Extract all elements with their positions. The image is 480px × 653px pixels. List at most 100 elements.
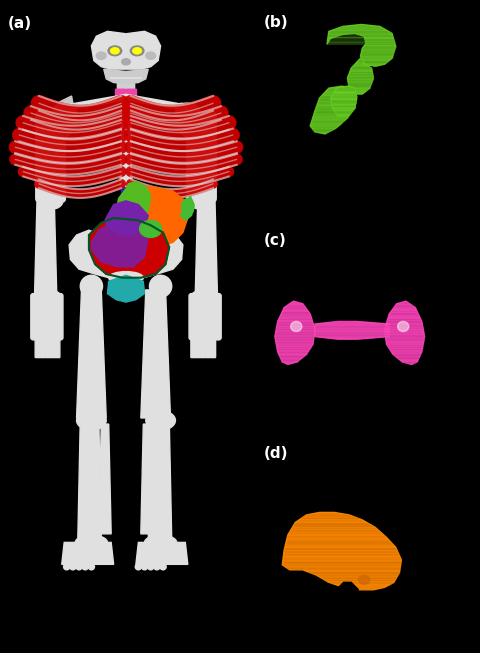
Polygon shape	[141, 290, 170, 418]
Ellipse shape	[146, 411, 176, 430]
Text: (c): (c)	[264, 233, 286, 248]
Ellipse shape	[108, 46, 121, 56]
FancyBboxPatch shape	[191, 334, 196, 358]
FancyBboxPatch shape	[187, 112, 216, 202]
Ellipse shape	[120, 121, 132, 129]
FancyBboxPatch shape	[36, 112, 65, 202]
Ellipse shape	[36, 290, 60, 302]
Polygon shape	[120, 103, 132, 186]
Ellipse shape	[120, 239, 132, 246]
Polygon shape	[327, 24, 396, 66]
Ellipse shape	[82, 564, 88, 570]
Polygon shape	[99, 424, 111, 534]
Ellipse shape	[189, 193, 214, 210]
Polygon shape	[144, 230, 183, 278]
Ellipse shape	[120, 195, 132, 202]
Ellipse shape	[88, 564, 95, 570]
Ellipse shape	[120, 180, 132, 187]
Ellipse shape	[359, 575, 370, 584]
Polygon shape	[78, 421, 101, 540]
Ellipse shape	[96, 52, 106, 59]
Ellipse shape	[120, 107, 132, 114]
Ellipse shape	[110, 48, 119, 54]
Ellipse shape	[146, 52, 156, 59]
Ellipse shape	[176, 103, 200, 123]
FancyBboxPatch shape	[35, 334, 40, 358]
Polygon shape	[180, 196, 194, 220]
Ellipse shape	[116, 90, 136, 97]
FancyBboxPatch shape	[127, 89, 136, 98]
Ellipse shape	[108, 272, 144, 284]
Polygon shape	[282, 513, 401, 590]
Ellipse shape	[181, 199, 194, 215]
Ellipse shape	[135, 564, 142, 570]
Ellipse shape	[120, 136, 132, 144]
Polygon shape	[116, 182, 151, 223]
FancyBboxPatch shape	[189, 294, 221, 340]
Polygon shape	[148, 421, 172, 540]
Polygon shape	[310, 86, 357, 134]
Ellipse shape	[120, 210, 132, 217]
Text: (a): (a)	[7, 16, 32, 31]
Ellipse shape	[140, 220, 162, 238]
Ellipse shape	[142, 564, 148, 570]
Polygon shape	[126, 186, 188, 247]
Polygon shape	[105, 201, 148, 235]
Ellipse shape	[120, 165, 132, 173]
Ellipse shape	[70, 564, 76, 570]
Polygon shape	[104, 69, 148, 84]
Polygon shape	[77, 290, 106, 418]
Text: (d): (d)	[264, 446, 288, 461]
Polygon shape	[35, 201, 57, 296]
FancyBboxPatch shape	[116, 89, 125, 98]
Ellipse shape	[192, 290, 216, 302]
Polygon shape	[195, 201, 217, 296]
Ellipse shape	[149, 276, 172, 297]
Polygon shape	[275, 301, 315, 364]
Ellipse shape	[120, 224, 132, 231]
Ellipse shape	[120, 253, 132, 261]
Polygon shape	[91, 223, 148, 266]
Ellipse shape	[77, 411, 106, 430]
FancyBboxPatch shape	[55, 334, 60, 358]
Ellipse shape	[52, 103, 77, 123]
Polygon shape	[89, 218, 169, 278]
Ellipse shape	[148, 564, 154, 570]
Ellipse shape	[120, 151, 132, 158]
Ellipse shape	[133, 48, 142, 54]
FancyBboxPatch shape	[40, 334, 45, 358]
Ellipse shape	[131, 46, 144, 56]
Ellipse shape	[38, 193, 63, 210]
FancyBboxPatch shape	[196, 334, 201, 358]
FancyBboxPatch shape	[117, 72, 135, 96]
Polygon shape	[108, 276, 144, 302]
Ellipse shape	[154, 564, 160, 570]
FancyBboxPatch shape	[211, 334, 216, 358]
FancyBboxPatch shape	[50, 334, 55, 358]
Polygon shape	[62, 543, 114, 564]
Polygon shape	[336, 582, 359, 595]
Text: (b): (b)	[264, 15, 288, 30]
Ellipse shape	[80, 276, 103, 297]
FancyBboxPatch shape	[201, 334, 206, 358]
Polygon shape	[331, 86, 357, 116]
Polygon shape	[121, 101, 131, 259]
Polygon shape	[348, 58, 373, 94]
Polygon shape	[384, 301, 425, 364]
FancyBboxPatch shape	[31, 294, 63, 340]
Ellipse shape	[291, 321, 302, 332]
Polygon shape	[176, 103, 200, 137]
Polygon shape	[52, 96, 77, 137]
Polygon shape	[141, 424, 153, 534]
Ellipse shape	[76, 564, 82, 570]
Polygon shape	[136, 543, 188, 564]
Ellipse shape	[75, 535, 108, 550]
Ellipse shape	[63, 564, 70, 570]
FancyBboxPatch shape	[206, 334, 211, 358]
Polygon shape	[315, 321, 389, 339]
Ellipse shape	[144, 535, 177, 550]
Ellipse shape	[397, 321, 409, 332]
FancyBboxPatch shape	[45, 334, 50, 358]
Ellipse shape	[160, 564, 166, 570]
Ellipse shape	[121, 59, 131, 65]
